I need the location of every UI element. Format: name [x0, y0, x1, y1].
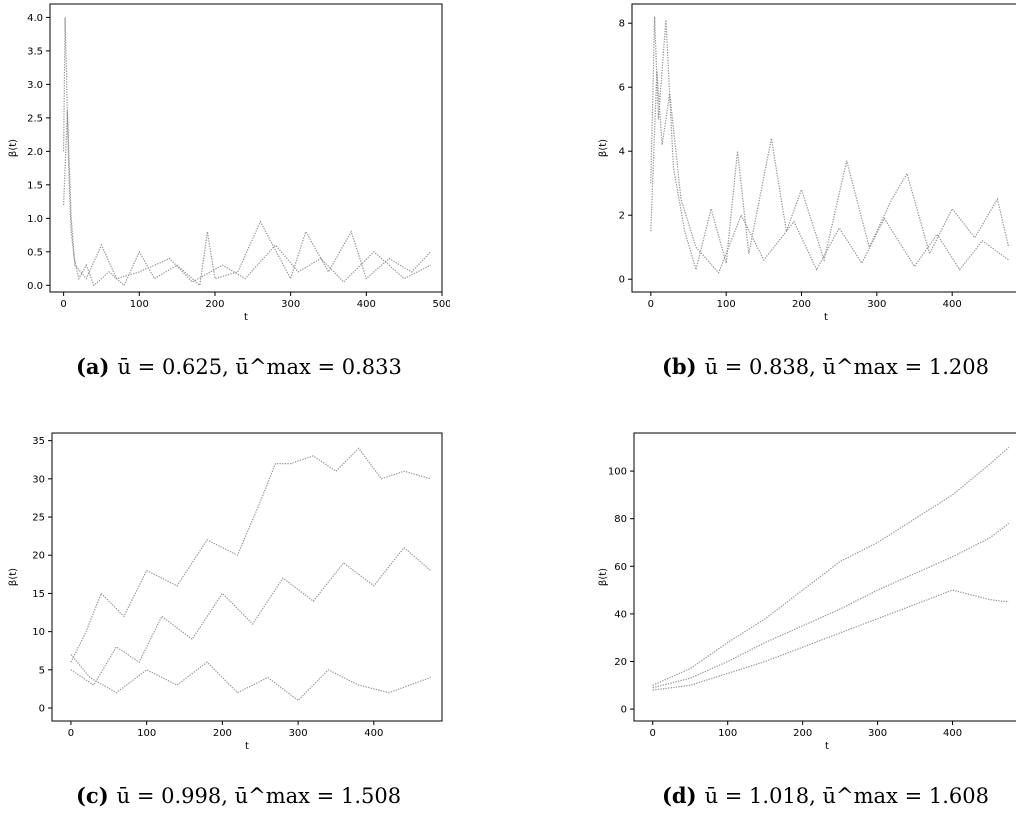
x-tick-label: 0	[68, 728, 74, 739]
caption-tag: (b)	[662, 354, 697, 379]
x-tick-label: 400	[943, 728, 962, 739]
y-tick-label: 25	[32, 513, 45, 524]
y-tick-label: 15	[32, 589, 45, 600]
x-tick-label: 400	[943, 299, 962, 310]
x-tick-label: 300	[289, 728, 308, 739]
series-line-2	[70, 546, 431, 686]
y-tick-label: 60	[614, 562, 627, 573]
y-tick-label: 3.5	[27, 46, 43, 57]
x-tick-label: 300	[281, 299, 300, 310]
y-tick-label: 20	[614, 657, 627, 668]
caption-tag: (a)	[76, 354, 110, 379]
x-tick-label: 500	[432, 299, 450, 310]
axes-frame	[631, 3, 1016, 293]
y-tick-label: 40	[614, 609, 627, 620]
y-tick-label: 1.5	[27, 180, 43, 191]
series-line-1	[70, 447, 431, 663]
y-tick-label: 4.0	[27, 13, 43, 24]
x-tick-label: 200	[793, 728, 812, 739]
x-tick-label: 400	[364, 728, 383, 739]
x-tick-label: 300	[867, 299, 886, 310]
caption-a: (a) ū = 0.625, ū^max = 0.833	[76, 354, 402, 379]
y-tick-label: 2.5	[27, 113, 43, 124]
plot-area	[652, 446, 1010, 691]
y-axis-label: β(t)	[598, 568, 609, 586]
series-line-2	[63, 111, 431, 283]
x-tick-label: 100	[717, 299, 736, 310]
y-tick-label: 1.0	[27, 214, 43, 225]
series-line-3	[652, 589, 1009, 691]
caption-text: ū = 0.838, ū^max = 1.208	[704, 355, 989, 379]
y-tick-label: 3.0	[27, 80, 43, 91]
axes-frame	[633, 432, 1016, 722]
series-line-2	[652, 522, 1010, 689]
series-line-2	[650, 71, 1010, 274]
y-tick-label: 0	[39, 704, 45, 715]
y-tick-label: 0	[621, 705, 627, 716]
plot-area	[650, 16, 1010, 274]
series-line-3	[70, 654, 431, 702]
x-axis-label: t	[245, 741, 249, 752]
chart-panel-c: 0 100 200 300 400 0 5 10 15 20 25 30 35 t β(t)	[8, 432, 443, 752]
series-line-1	[652, 446, 1010, 686]
chart-panel-b: 0 100 200 300 400 0 2 4 6 8 t β(t)	[598, 3, 1016, 323]
x-tick-label: 100	[130, 299, 149, 310]
x-tick-label: 300	[868, 728, 887, 739]
plot-area	[70, 447, 431, 702]
y-tick-label: 4	[619, 147, 625, 158]
x-axis-label: t	[824, 312, 828, 323]
caption-tag: (c)	[76, 783, 109, 808]
y-axis-label: β(t)	[8, 568, 19, 586]
x-tick-label: 200	[205, 299, 224, 310]
caption-text: ū = 0.998, ū^max = 1.508	[116, 784, 402, 808]
x-tick-label: 200	[213, 728, 232, 739]
y-tick-label: 0.0	[27, 281, 43, 292]
caption-tag: (d)	[662, 783, 697, 808]
x-tick-label: 400	[357, 299, 376, 310]
series-line-1	[63, 17, 432, 287]
y-tick-label: 100	[608, 467, 627, 478]
y-tick-label: 30	[32, 474, 45, 485]
axes-frame	[51, 432, 443, 722]
y-tick-label: 20	[32, 551, 45, 562]
x-tick-label: 200	[792, 299, 811, 310]
x-tick-label: 100	[718, 728, 737, 739]
x-tick-label: 0	[60, 299, 66, 310]
y-tick-label: 0.5	[27, 247, 43, 258]
x-tick-label: 0	[650, 728, 656, 739]
plot-area	[63, 17, 432, 287]
x-tick-label: 100	[137, 728, 156, 739]
caption-d: (d) ū = 1.018, ū^max = 1.608	[662, 783, 989, 808]
caption-b: (b) ū = 0.838, ū^max = 1.208	[662, 354, 989, 379]
axes-frame	[49, 3, 443, 293]
y-axis-label: β(t)	[8, 139, 19, 157]
y-tick-label: 6	[619, 83, 625, 94]
x-axis-label: t	[244, 312, 248, 323]
y-tick-label: 80	[614, 514, 627, 525]
x-axis-label: t	[825, 741, 829, 752]
y-tick-label: 35	[32, 436, 45, 447]
caption-text: ū = 0.625, ū^max = 0.833	[117, 355, 402, 379]
caption-text: ū = 1.018, ū^max = 1.608	[704, 784, 989, 808]
y-tick-label: 10	[32, 627, 45, 638]
chart-panel-d: 0 100 200 300 400 0 20 40 60 80 100 t β(t)	[598, 432, 1016, 752]
y-axis-label: β(t)	[598, 139, 609, 157]
chart-panel-a: 0 100 200 300 400 500 0.0 0.5 1.0 1.5 2.0 2.5 3.0 3.5…	[8, 3, 450, 323]
caption-c: (c) ū = 0.998, ū^max = 1.508	[76, 783, 401, 808]
y-tick-label: 5	[39, 665, 45, 676]
y-tick-label: 2	[619, 211, 625, 222]
x-tick-label: 0	[648, 299, 654, 310]
series-line-1	[650, 16, 1010, 272]
y-tick-label: 0	[619, 275, 625, 286]
y-tick-label: 8	[619, 19, 625, 30]
y-tick-label: 2.0	[27, 147, 43, 158]
